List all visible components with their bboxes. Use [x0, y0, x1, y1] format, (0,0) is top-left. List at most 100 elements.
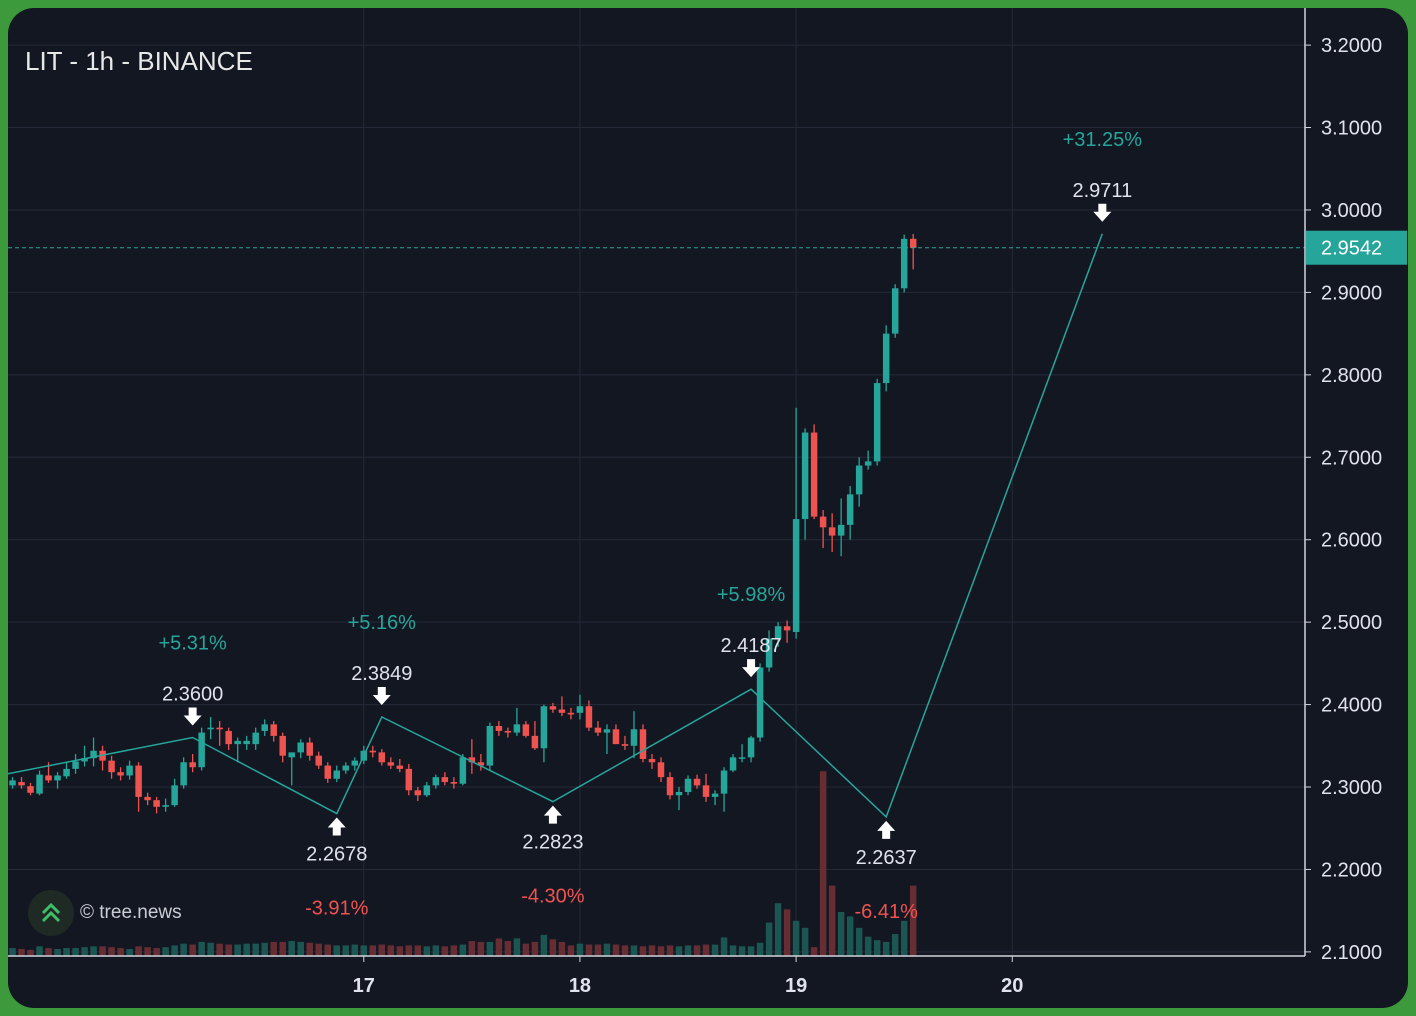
candle-body — [567, 712, 575, 715]
volume-bar — [216, 943, 223, 956]
volume-bar — [243, 943, 250, 956]
candle-body — [657, 762, 665, 778]
volume-bar — [882, 941, 890, 956]
volume-bar — [144, 947, 151, 956]
swing-change-label: +5.31% — [158, 633, 227, 655]
time-axis[interactable]: 17 18 19 20 — [8, 955, 1305, 997]
candle-body — [756, 667, 764, 738]
volume-bar — [189, 944, 196, 956]
candle-body — [279, 735, 286, 756]
candle-body — [414, 790, 422, 796]
volume-bar — [603, 943, 611, 956]
candle-body — [324, 765, 331, 779]
volume-bar — [891, 934, 899, 956]
candle-body — [774, 626, 782, 639]
candle-body — [54, 775, 61, 781]
volume-bar — [621, 945, 629, 956]
volume-bar — [18, 948, 25, 956]
arrow-up-icon — [543, 805, 562, 824]
volume-bar — [810, 947, 818, 956]
volume-bar — [405, 945, 413, 956]
volume-bar — [828, 885, 836, 956]
volume-bar — [567, 945, 575, 956]
volume-bar — [279, 941, 286, 956]
volume-bar — [612, 944, 620, 956]
volume-bar — [36, 946, 43, 956]
candlestick-chart[interactable]: 2.3600 +5.31% 2.2678 -3.91% 2.3849 +5.16% 2.28… — [8, 8, 1408, 1008]
candle-body — [306, 742, 313, 756]
volume-bar — [315, 943, 322, 956]
volume-bar — [63, 948, 70, 956]
volume-bar — [648, 945, 656, 956]
candle-body — [504, 730, 512, 733]
time-tick-label: 18 — [569, 975, 591, 997]
volume-bar — [468, 941, 476, 956]
candle-body — [900, 238, 908, 289]
grid-lines — [8, 8, 1305, 956]
candle-body — [405, 768, 413, 791]
volume-bar — [792, 920, 800, 956]
candle-body — [729, 757, 737, 771]
candle-body — [675, 791, 683, 796]
candle-body — [864, 461, 872, 466]
candle-body — [171, 785, 178, 806]
volume-bar — [729, 945, 737, 956]
candle-body — [882, 333, 890, 384]
volume-bar — [630, 945, 638, 956]
volume-bar — [783, 909, 791, 956]
candle-body — [720, 770, 728, 794]
candle-body — [189, 762, 196, 768]
candle-body — [369, 750, 377, 753]
volume-bar — [756, 942, 764, 956]
volume-bar — [675, 946, 683, 956]
candle-body — [18, 782, 25, 786]
candle-body — [801, 432, 809, 520]
volume-bar — [225, 944, 232, 956]
candle-body — [270, 724, 277, 736]
volume-bar — [864, 936, 872, 956]
volume-bar — [531, 941, 539, 956]
candle-body — [153, 800, 160, 807]
candle-body — [513, 724, 521, 733]
volume-bar — [270, 941, 277, 956]
volume-bar — [522, 943, 530, 956]
candle-body — [198, 732, 205, 768]
candle-body — [684, 778, 692, 792]
price-tick-label: 2.3000 — [1321, 777, 1382, 799]
candle-body — [819, 516, 827, 528]
swing-price-label: 2.4187 — [720, 635, 781, 657]
volume-bar — [324, 944, 331, 956]
candle-body — [63, 768, 70, 777]
candle-body — [234, 740, 241, 745]
volume-bar — [234, 944, 241, 956]
candle-body — [765, 638, 773, 668]
candle-body — [216, 727, 223, 730]
candle-body — [108, 760, 115, 773]
volume-bar — [432, 945, 440, 956]
last-price-label: 2.9542 — [1321, 238, 1382, 260]
volume-bar — [81, 947, 88, 956]
candle-body — [90, 750, 97, 759]
candle-body — [81, 758, 88, 762]
candle-body — [540, 706, 548, 749]
arrow-up-icon — [327, 817, 346, 836]
swing-change-label: +5.98% — [717, 584, 786, 606]
candle-body — [36, 774, 43, 794]
candle-body — [585, 706, 593, 728]
candle-body — [162, 805, 169, 807]
volume-bar — [711, 944, 719, 956]
volume-bar — [252, 943, 259, 956]
candle-body — [450, 782, 458, 784]
candle-body — [225, 730, 232, 745]
volume-bar — [351, 944, 359, 956]
volume-bar — [585, 944, 593, 956]
volume-bar — [657, 946, 665, 956]
volume-bar — [126, 948, 133, 956]
candle-body — [126, 765, 133, 776]
volume-bar — [495, 938, 503, 956]
chart-title: LIT - 1h - BINANCE — [25, 46, 253, 76]
swing-change-label: -3.91% — [305, 898, 369, 920]
volume-bar — [333, 945, 340, 956]
volume-bar — [666, 945, 674, 956]
price-axis[interactable]: 2.1000 2.2000 2.3000 2.4000 2.5000 2.6000 2.70… — [1304, 8, 1407, 964]
